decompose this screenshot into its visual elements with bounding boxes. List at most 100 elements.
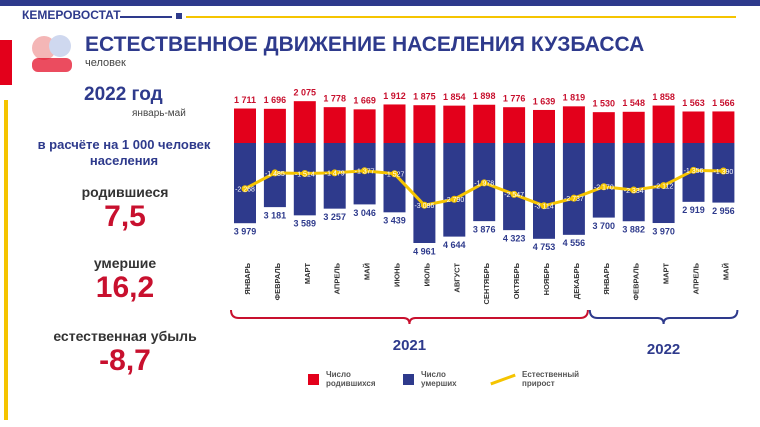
bar: [383, 104, 406, 143]
value-label: -1 390: [713, 169, 733, 176]
bar: [622, 143, 645, 222]
item-value: -8,7: [99, 344, 151, 377]
value-label: 3 970: [652, 226, 675, 236]
bar: [622, 111, 645, 143]
rule-dot: [176, 13, 182, 19]
line-point: [690, 166, 697, 174]
line-point: [600, 183, 608, 191]
bar: [263, 108, 286, 143]
value-label: 2 919: [682, 205, 705, 215]
value-label: -1 479: [325, 171, 345, 178]
x-tick-label: СЕНТЯБРЬ: [482, 262, 491, 304]
value-label: 1 778: [323, 94, 346, 104]
legend-label: Естественный прирост: [522, 370, 580, 388]
value-label: -2 334: [624, 188, 644, 195]
line-point: [480, 179, 488, 187]
side-band: [4, 100, 8, 420]
value-label: 1 566: [712, 98, 735, 108]
value-label: 1 669: [353, 96, 376, 106]
bar: [473, 104, 496, 143]
value-label: 3 181: [264, 210, 287, 220]
group-bracket: [588, 309, 739, 325]
value-label: -2 547: [504, 192, 524, 199]
value-label: 2 956: [712, 206, 735, 216]
x-tick-label: МАЙ: [721, 263, 730, 280]
bar: [293, 143, 316, 216]
x-tick-label: НОЯБРЬ: [542, 262, 551, 295]
agency: КЕМЕРОВОСТАТ: [22, 8, 121, 22]
value-label: 4 556: [563, 238, 586, 248]
side-band: [0, 40, 12, 85]
bar: [712, 111, 735, 143]
bar: [533, 143, 555, 239]
bar: [234, 143, 256, 224]
value-label: 4 961: [413, 246, 436, 256]
value-label: 4 644: [443, 240, 466, 250]
period: январь-май: [132, 108, 186, 119]
year: 2022 год: [84, 84, 163, 105]
x-tick-label: ОКТЯБРЬ: [512, 262, 521, 299]
bar: [413, 105, 436, 143]
bar: [562, 143, 585, 235]
bar: [682, 111, 705, 143]
line-series: -2 268 -1 485 -1 514 -1 479 -1 377 -1 527 -3 0…: [235, 166, 733, 211]
value-label: -3 114: [534, 204, 553, 211]
line-point: [660, 182, 668, 190]
x-tick-label: АВГУСТ: [452, 263, 461, 293]
value-label: 3 700: [593, 221, 616, 231]
bar: [413, 143, 436, 243]
item-value: 16,2: [95, 271, 155, 304]
line-point: [450, 195, 458, 203]
value-label: 4 323: [503, 234, 526, 244]
value-label: 1 858: [652, 92, 675, 102]
x-tick-label: ФЕВРАЛЬ: [273, 262, 282, 300]
unit: человек: [85, 57, 126, 69]
line-point: [630, 186, 638, 194]
value-label: -1 527: [385, 172, 405, 179]
value-label: 1 548: [622, 98, 645, 108]
group-bracket: [230, 309, 589, 325]
value-label: -2 737: [564, 196, 584, 203]
title: ЕСТЕСТВЕННОЕ ДВИЖЕНИЕ НАСЕЛЕНИЯ КУЗБАССА: [85, 33, 645, 56]
value-label: 3 257: [323, 212, 346, 222]
value-label: 1 530: [593, 99, 616, 109]
value-label: 1 912: [383, 91, 406, 101]
value-label: 3 046: [353, 208, 376, 218]
value-label: 3 589: [294, 219, 317, 229]
value-label: -2 112: [654, 183, 673, 190]
group-label: 2022: [647, 341, 680, 358]
value-label: 2 075: [294, 88, 317, 98]
bar: [592, 143, 615, 218]
bar: [383, 143, 406, 213]
line-point: [301, 170, 309, 178]
line-point: [570, 194, 578, 202]
value-label: 1 819: [563, 93, 586, 103]
line-point: [331, 169, 339, 177]
x-tick-label: АПРЕЛЬ: [333, 262, 342, 294]
bar: [293, 101, 316, 143]
value-label: 3 876: [473, 225, 496, 235]
bar: [443, 143, 466, 237]
item-value: 7,5: [104, 200, 146, 233]
value-label: 3 439: [383, 216, 406, 226]
line-point: [510, 190, 518, 198]
x-tick-label: ФЕВРАЛЬ: [632, 262, 641, 300]
rule: [120, 16, 172, 18]
value-label: -1 485: [265, 171, 285, 178]
value-label: -2 790: [444, 197, 464, 204]
item-label: умершие: [93, 255, 157, 271]
value-label: -2 170: [594, 185, 614, 192]
x-tick-label: МАРТ: [303, 263, 312, 285]
bar: [503, 143, 526, 231]
bar: [503, 107, 526, 143]
x-tick-label: МАРТ: [662, 263, 671, 285]
x-tick-label: АПРЕЛЬ: [691, 262, 700, 294]
top-band: [0, 0, 760, 6]
line-point: [719, 167, 727, 175]
value-label: -1 377: [355, 169, 375, 176]
line-point: [361, 167, 369, 175]
rule: [186, 16, 736, 18]
value-label: 3 979: [234, 227, 257, 237]
value-label: 1 898: [473, 91, 496, 101]
